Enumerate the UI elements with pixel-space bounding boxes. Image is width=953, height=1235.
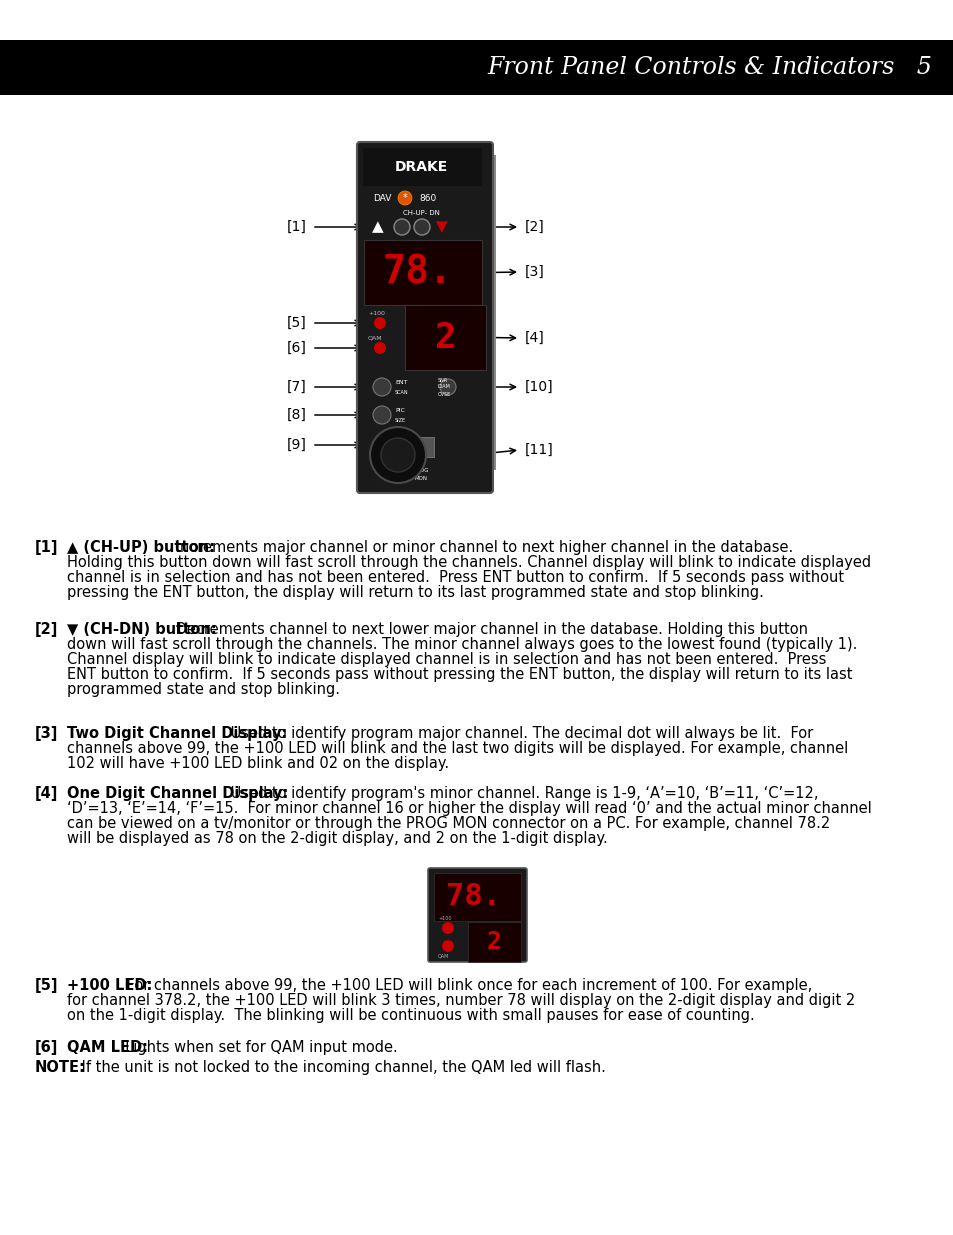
- Circle shape: [397, 191, 412, 205]
- Text: [7]: [7]: [287, 380, 307, 394]
- Text: Decrements channel to next lower major channel in the database. Holding this but: Decrements channel to next lower major c…: [171, 622, 807, 637]
- Text: QAM: QAM: [368, 336, 382, 341]
- Text: [4]: [4]: [524, 331, 544, 345]
- Bar: [405, 305, 485, 370]
- Text: One Digit Channel Display:: One Digit Channel Display:: [67, 785, 288, 802]
- Text: channels above 99, the +100 LED will blink and the last two digits will be displ: channels above 99, the +100 LED will bli…: [67, 741, 847, 756]
- Circle shape: [374, 342, 386, 354]
- Text: [2]: [2]: [35, 622, 58, 637]
- Text: 2: 2: [486, 930, 501, 953]
- Text: [1]: [1]: [35, 540, 58, 555]
- Text: 860: 860: [419, 194, 436, 203]
- Text: 2: 2: [435, 321, 456, 354]
- Bar: [417, 437, 434, 457]
- Bar: [434, 873, 520, 921]
- Text: PIC: PIC: [395, 409, 404, 414]
- Text: QAM: QAM: [437, 953, 449, 958]
- Text: PROG: PROG: [413, 468, 428, 473]
- Bar: [363, 148, 481, 186]
- Text: on the 1-digit display.  The blinking will be continuous with small pauses for e: on the 1-digit display. The blinking wil…: [67, 1008, 754, 1023]
- Text: 78.: 78.: [445, 883, 500, 911]
- Text: [1]: [1]: [287, 220, 307, 233]
- Text: 78.: 78.: [382, 253, 453, 291]
- Text: +100: +100: [368, 310, 384, 315]
- Text: SCAN: SCAN: [395, 389, 408, 394]
- Circle shape: [373, 436, 391, 454]
- FancyBboxPatch shape: [356, 142, 493, 493]
- Text: Used to identify program's minor channel. Range is 1-9, ‘A’=10, ‘B’=11, ‘C’=12,: Used to identify program's minor channel…: [225, 785, 818, 802]
- Text: Front Panel Controls & Indicators   5: Front Panel Controls & Indicators 5: [487, 56, 931, 79]
- Circle shape: [441, 923, 454, 934]
- Bar: [0, 40, 953, 95]
- Text: CH-UP- DN: CH-UP- DN: [402, 210, 439, 216]
- Text: SIZE: SIZE: [395, 417, 406, 422]
- Text: ▼: ▼: [436, 220, 447, 235]
- Text: programmed state and stop blinking.: programmed state and stop blinking.: [67, 682, 339, 697]
- Text: Increments major channel or minor channel to next higher channel in the database: Increments major channel or minor channe…: [171, 540, 792, 555]
- Text: down will fast scroll through the channels. The minor channel always goes to the: down will fast scroll through the channe…: [67, 637, 857, 652]
- Text: [3]: [3]: [524, 266, 544, 279]
- Circle shape: [414, 219, 430, 235]
- Bar: [481, 156, 496, 471]
- Text: ENT: ENT: [395, 380, 407, 385]
- Text: pressing the ENT button, the display will return to its last programmed state an: pressing the ENT button, the display wil…: [67, 585, 763, 600]
- Circle shape: [439, 379, 456, 395]
- Text: MON: MON: [414, 477, 427, 482]
- Text: [5]: [5]: [35, 978, 58, 993]
- Text: [3]: [3]: [35, 726, 58, 741]
- Bar: [364, 240, 481, 305]
- Text: NOTE:: NOTE:: [35, 1060, 86, 1074]
- Text: DAV: DAV: [373, 194, 391, 203]
- Text: can be viewed on a tv/monitor or through the PROG MON connector on a PC. For exa: can be viewed on a tv/monitor or through…: [67, 816, 829, 831]
- FancyBboxPatch shape: [428, 868, 526, 962]
- Text: [4]: [4]: [35, 785, 58, 802]
- Text: *: *: [402, 193, 407, 203]
- Text: DRAKE: DRAKE: [394, 161, 447, 174]
- Circle shape: [441, 940, 454, 952]
- Text: [8]: [8]: [287, 408, 307, 422]
- Text: [6]: [6]: [35, 1040, 58, 1055]
- Circle shape: [373, 378, 391, 396]
- Text: for channel 378.2, the +100 LED will blink 3 times, number 78 will display on th: for channel 378.2, the +100 LED will bli…: [67, 993, 854, 1008]
- Text: ENT button to confirm.  If 5 seconds pass without pressing the ENT button, the d: ENT button to confirm. If 5 seconds pass…: [67, 667, 852, 682]
- Text: If the unit is not locked to the incoming channel, the QAM led will flash.: If the unit is not locked to the incomin…: [77, 1060, 606, 1074]
- Text: ▲: ▲: [372, 220, 383, 235]
- Circle shape: [380, 438, 415, 472]
- Text: 102 will have +100 LED blink and 02 on the display.: 102 will have +100 LED blink and 02 on t…: [67, 756, 449, 771]
- Text: [2]: [2]: [524, 220, 544, 233]
- Text: will be displayed as 78 on the 2-digit display, and 2 on the 1-digit display.: will be displayed as 78 on the 2-digit d…: [67, 831, 607, 846]
- Text: AUD: AUD: [395, 438, 408, 443]
- Text: [6]: [6]: [287, 341, 307, 354]
- Text: SNR: SNR: [437, 378, 448, 383]
- Bar: [468, 923, 520, 962]
- Text: [9]: [9]: [287, 438, 307, 452]
- Text: [10]: [10]: [524, 380, 553, 394]
- Circle shape: [370, 427, 426, 483]
- Circle shape: [394, 219, 410, 235]
- Text: DIAM: DIAM: [437, 384, 451, 389]
- Text: [5]: [5]: [287, 316, 307, 330]
- Circle shape: [374, 317, 386, 329]
- Text: [11]: [11]: [524, 443, 553, 457]
- Text: ‘D’=13, ‘E’=14, ‘F’=15.  For minor channel 16 or higher the display will read ‘0: ‘D’=13, ‘E’=14, ‘F’=15. For minor channe…: [67, 802, 871, 816]
- Text: +100: +100: [437, 916, 451, 921]
- Text: Channel display will blink to indicate displayed channel is in selection and has: Channel display will blink to indicate d…: [67, 652, 825, 667]
- Text: +100 LED:: +100 LED:: [67, 978, 152, 993]
- Text: Used to identify program major channel. The decimal dot will always be lit.  For: Used to identify program major channel. …: [225, 726, 812, 741]
- Text: ▼ (CH-DN) button:: ▼ (CH-DN) button:: [67, 622, 216, 637]
- Text: channel is in selection and has not been entered.  Press ENT button to confirm. : channel is in selection and has not been…: [67, 571, 843, 585]
- Text: MODE: MODE: [395, 447, 410, 452]
- Text: Holding this button down will fast scroll through the channels. Channel display : Holding this button down will fast scrol…: [67, 555, 870, 571]
- Text: Lights when set for QAM input mode.: Lights when set for QAM input mode.: [115, 1040, 397, 1055]
- Circle shape: [373, 406, 391, 424]
- Text: OVSE: OVSE: [437, 391, 451, 396]
- Text: QAM LED:: QAM LED:: [67, 1040, 148, 1055]
- Text: For channels above 99, the +100 LED will blink once for each increment of 100. F: For channels above 99, the +100 LED will…: [122, 978, 811, 993]
- Text: Two Digit Channel Display:: Two Digit Channel Display:: [67, 726, 287, 741]
- Text: ▲ (CH-UP) button:: ▲ (CH-UP) button:: [67, 540, 214, 555]
